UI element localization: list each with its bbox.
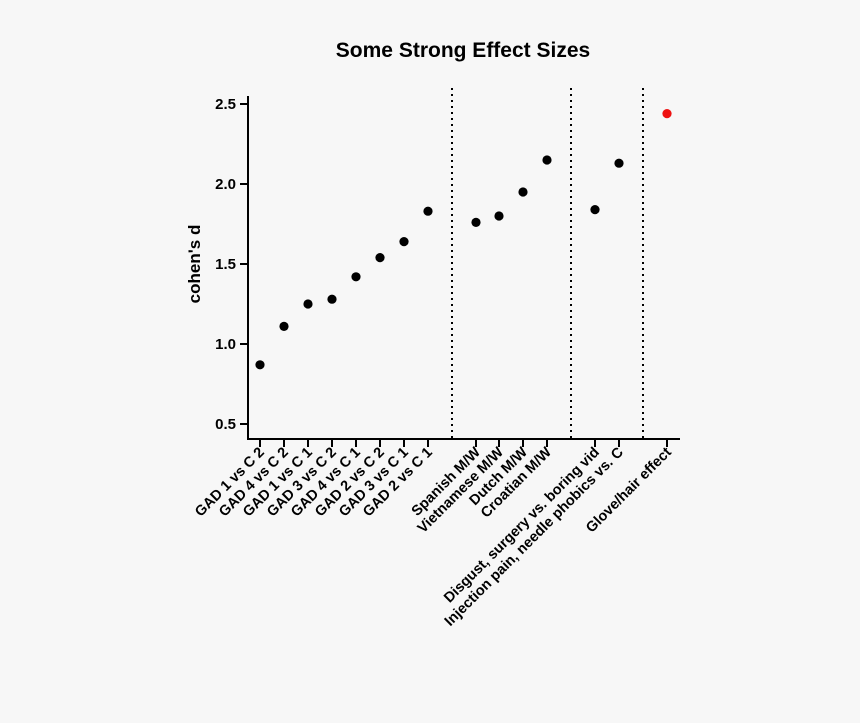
y-tick-label: 0.5 bbox=[215, 416, 236, 433]
axes-group bbox=[247, 96, 680, 440]
y-tick-label: 2.0 bbox=[215, 176, 236, 193]
data-point bbox=[471, 217, 481, 227]
y-tick-label: 2.5 bbox=[215, 96, 236, 113]
data-point bbox=[518, 187, 528, 197]
data-point bbox=[279, 321, 289, 331]
data-point bbox=[423, 206, 433, 216]
y-ticks: 0.5 1.0 1.5 2.0 2.5 bbox=[215, 96, 248, 433]
data-point bbox=[303, 299, 313, 309]
data-point bbox=[255, 360, 265, 370]
data-point bbox=[494, 211, 504, 221]
data-point bbox=[662, 109, 672, 119]
data-point bbox=[375, 253, 385, 263]
group-separators bbox=[451, 88, 644, 439]
data-point bbox=[614, 158, 624, 168]
data-point bbox=[542, 155, 552, 165]
chart-title: Some Strong Effect Sizes bbox=[336, 39, 590, 62]
y-tick-label: 1.5 bbox=[215, 256, 236, 273]
y-tick-label: 1.0 bbox=[215, 336, 236, 353]
data-point bbox=[399, 237, 409, 247]
data-point bbox=[351, 272, 361, 282]
y-axis-label: cohen's d bbox=[185, 225, 204, 304]
data-points bbox=[255, 109, 672, 370]
data-point bbox=[327, 294, 337, 304]
data-point bbox=[590, 205, 600, 215]
